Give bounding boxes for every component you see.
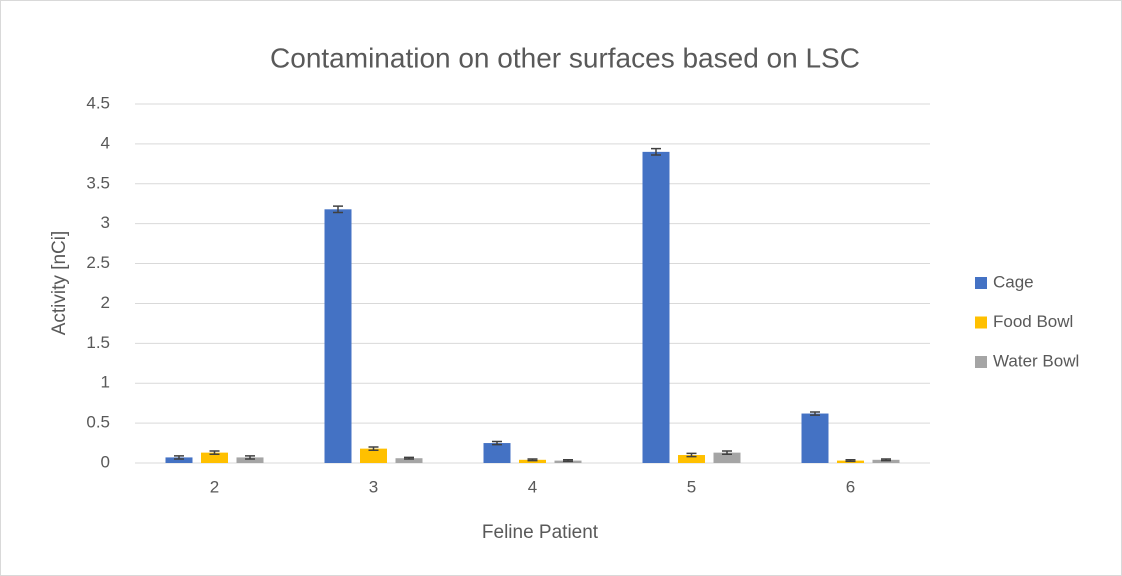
x-tick-label: 5 xyxy=(687,477,696,496)
bar xyxy=(236,457,264,463)
legend-swatch xyxy=(975,277,987,289)
error-bar xyxy=(810,411,820,416)
legend-label: Cage xyxy=(993,272,1034,291)
x-tick-label: 3 xyxy=(369,477,378,496)
y-tick-label: 0 xyxy=(101,452,110,471)
error-bar xyxy=(651,147,661,156)
bar xyxy=(165,457,193,463)
error-bar xyxy=(333,205,343,214)
x-axis-label: Feline Patient xyxy=(482,522,599,543)
legend-swatch xyxy=(975,316,987,329)
y-axis-label: Activity [nCi] xyxy=(49,231,70,336)
chart-title: Contamination on other surfaces based on… xyxy=(270,42,860,73)
bar xyxy=(324,209,352,463)
y-tick-label: 1.5 xyxy=(86,333,110,352)
bar xyxy=(872,459,900,463)
bar xyxy=(801,413,829,463)
y-tick-label: 4 xyxy=(101,133,110,152)
y-tick-label: 0.5 xyxy=(86,413,110,432)
error-bar xyxy=(492,440,502,446)
y-tick-label: 3 xyxy=(101,213,110,232)
bar xyxy=(713,452,741,463)
x-tick-label: 4 xyxy=(528,477,537,496)
bar xyxy=(201,452,228,463)
error-bar xyxy=(881,458,891,462)
legend-label: Food Bowl xyxy=(993,312,1073,331)
bar xyxy=(395,458,423,463)
error-bar xyxy=(527,458,538,462)
error-bar xyxy=(845,459,856,463)
bar xyxy=(519,459,546,463)
error-bar xyxy=(563,459,573,463)
bar xyxy=(360,448,387,463)
y-tick-label: 2.5 xyxy=(86,253,110,272)
bar xyxy=(678,455,705,463)
x-tick-label: 6 xyxy=(846,477,855,496)
legend-label: Water Bowl xyxy=(993,351,1079,370)
error-bar xyxy=(245,455,255,460)
y-tick-label: 1 xyxy=(101,373,110,392)
error-bar xyxy=(209,450,220,455)
x-tick-label: 2 xyxy=(210,477,219,496)
error-bar xyxy=(174,455,184,460)
error-bar xyxy=(368,446,379,451)
y-tick-label: 4.5 xyxy=(86,93,110,112)
error-bar xyxy=(686,452,697,458)
error-bar xyxy=(722,450,732,455)
legend-swatch xyxy=(975,356,987,368)
y-tick-label: 3.5 xyxy=(86,173,110,192)
error-bar xyxy=(404,456,414,460)
y-tick-label: 2 xyxy=(101,293,110,312)
bar xyxy=(642,151,670,463)
bar xyxy=(483,443,511,463)
